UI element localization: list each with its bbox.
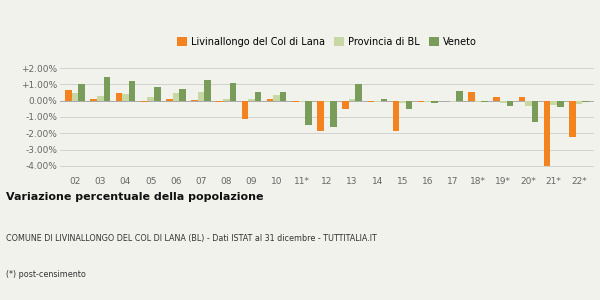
Bar xyxy=(129,81,136,101)
Bar xyxy=(280,92,286,101)
Bar xyxy=(355,84,362,101)
Bar xyxy=(380,99,387,101)
Bar xyxy=(104,77,110,101)
Bar xyxy=(191,100,198,101)
Bar xyxy=(72,93,79,101)
Bar xyxy=(305,101,311,125)
Bar xyxy=(198,92,205,101)
Bar xyxy=(97,96,104,101)
Text: (*) post-censimento: (*) post-censimento xyxy=(6,270,86,279)
Bar xyxy=(79,84,85,101)
Bar xyxy=(230,83,236,101)
Bar xyxy=(343,101,349,109)
Bar xyxy=(166,99,173,101)
Bar xyxy=(469,92,475,101)
Bar xyxy=(525,101,532,106)
Bar xyxy=(393,101,399,131)
Bar xyxy=(141,101,148,102)
Bar xyxy=(255,92,261,101)
Bar xyxy=(368,101,374,102)
Bar xyxy=(148,97,154,101)
Bar xyxy=(532,101,538,122)
Bar xyxy=(575,101,582,104)
Bar xyxy=(179,89,185,101)
Bar xyxy=(122,94,129,101)
Bar xyxy=(242,101,248,119)
Bar xyxy=(550,101,557,105)
Bar xyxy=(248,99,255,101)
Bar xyxy=(399,101,406,103)
Text: COMUNE DI LIVINALLONGO DEL COL DI LANA (BL) - Dati ISTAT al 31 dicembre - TUTTIT: COMUNE DI LIVINALLONGO DEL COL DI LANA (… xyxy=(6,234,377,243)
Bar xyxy=(406,101,412,109)
Bar xyxy=(324,101,330,102)
Bar xyxy=(456,91,463,101)
Bar xyxy=(65,90,72,101)
Bar xyxy=(518,97,525,101)
Bar xyxy=(91,99,97,101)
Bar xyxy=(569,101,575,136)
Bar xyxy=(205,80,211,101)
Bar xyxy=(431,101,437,103)
Bar xyxy=(317,101,324,131)
Bar xyxy=(493,98,500,101)
Legend: Livinallongo del Col di Lana, Provincia di BL, Veneto: Livinallongo del Col di Lana, Provincia … xyxy=(173,33,481,51)
Bar xyxy=(500,101,506,103)
Bar xyxy=(557,101,563,107)
Bar xyxy=(506,101,513,106)
Bar xyxy=(154,87,161,101)
Bar xyxy=(374,101,380,102)
Bar xyxy=(274,95,280,101)
Bar xyxy=(349,99,355,101)
Bar xyxy=(267,99,274,101)
Bar xyxy=(223,99,230,101)
Bar xyxy=(330,101,337,127)
Text: Variazione percentuale della popolazione: Variazione percentuale della popolazione xyxy=(6,192,263,202)
Bar xyxy=(173,93,179,101)
Bar xyxy=(544,101,550,166)
Bar xyxy=(116,93,122,101)
Bar xyxy=(582,101,589,102)
